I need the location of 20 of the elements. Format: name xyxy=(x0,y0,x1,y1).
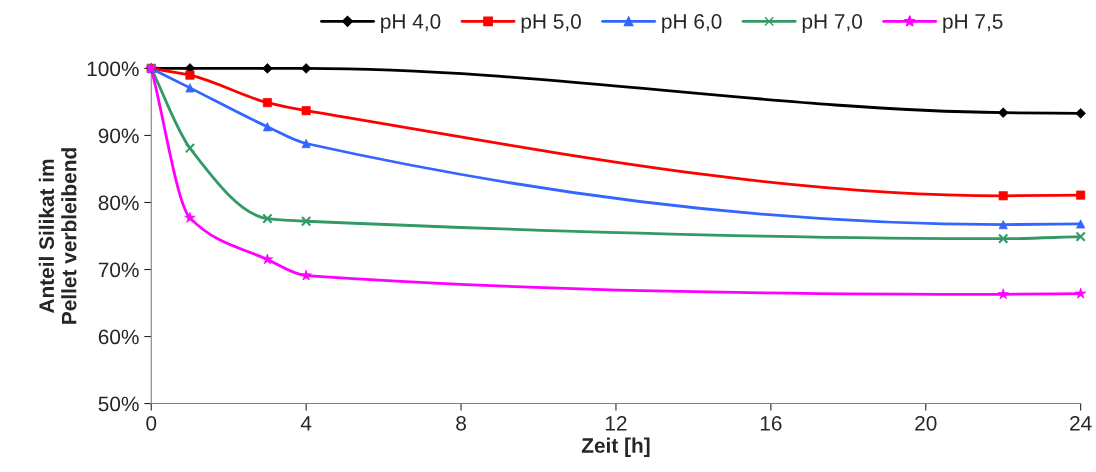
y-tick-label: 80% xyxy=(98,195,139,211)
y-tick-label: 90% xyxy=(98,128,139,144)
x-tick-label: 16 xyxy=(760,415,782,431)
y-tick-label: 100% xyxy=(87,61,139,77)
y-tick-label: 50% xyxy=(98,396,139,412)
y-axis-title: Anteil Silikat im Pellet verbleibend xyxy=(38,148,77,324)
x-axis-title: Zeit [h] xyxy=(581,437,650,457)
x-tick-label: 24 xyxy=(1070,415,1092,431)
legend-label: pH 4,0 xyxy=(381,14,441,33)
x-tick-label: 20 xyxy=(915,415,937,431)
y-tick-label: 60% xyxy=(98,329,139,345)
legend-label: pH 5,0 xyxy=(521,14,581,33)
legend-label: pH 7,5 xyxy=(943,14,1003,33)
x-tick-label: 4 xyxy=(300,416,312,431)
x-tick-label: 8 xyxy=(456,415,466,431)
x-tick-label: 0 xyxy=(146,415,157,431)
legend-label: pH 7,0 xyxy=(802,14,863,33)
x-tick-label: 12 xyxy=(605,415,627,431)
y-tick-label: 70% xyxy=(98,262,139,278)
legend-label: pH 6,0 xyxy=(662,14,722,33)
